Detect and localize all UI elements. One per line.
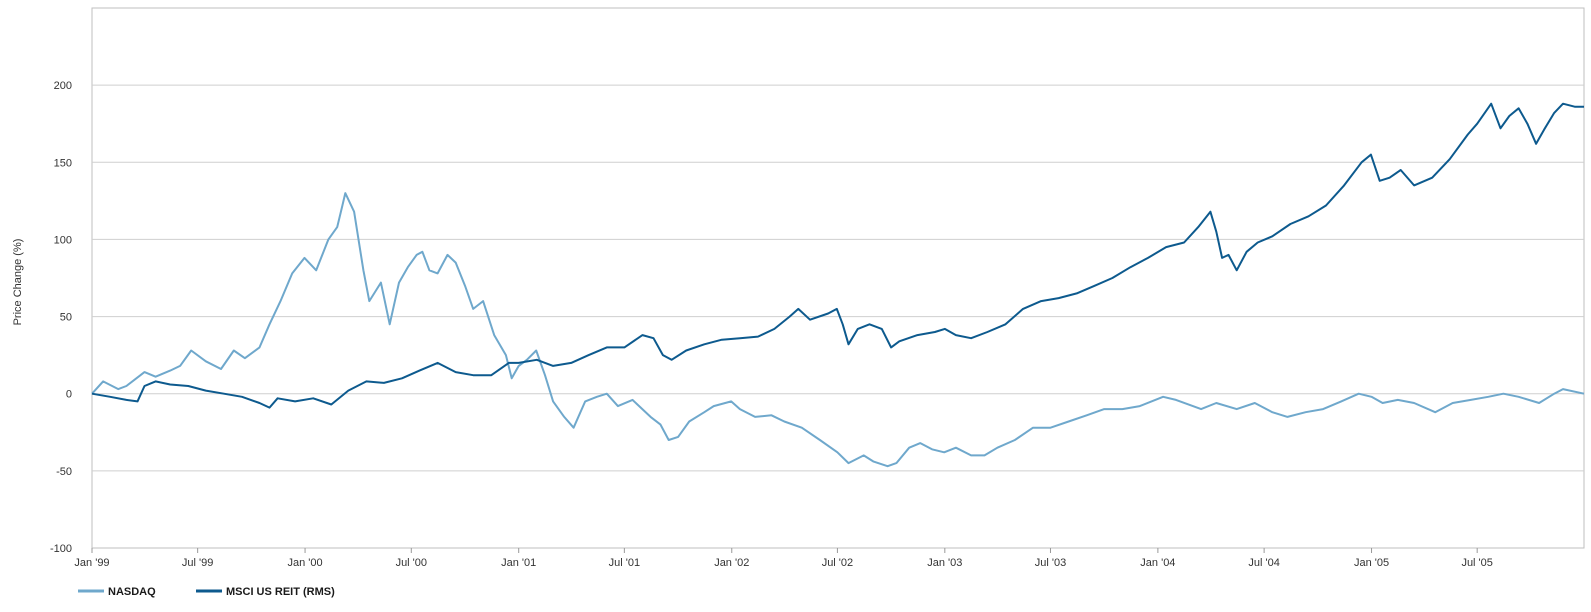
x-tick-label: Jul '03 [1035,557,1066,569]
x-tick-label: Jan '04 [1140,557,1175,569]
legend-label: NASDAQ [108,586,156,598]
y-tick-label: 200 [54,80,72,92]
y-tick-label: 150 [54,157,72,169]
x-tick-label: Jul '99 [182,557,213,569]
x-axis-ticks: Jan '99 Jul '99 Jan '00 Jul '00 Jan '01 Jul '… [74,548,1493,569]
series-line-nasdaq [91,192,1585,468]
x-tick-label: Jul '05 [1461,557,1492,569]
x-tick-label: Jan '02 [714,557,749,569]
plot-area-frame [91,7,1585,549]
series-lines [91,102,1585,468]
y-axis-ticks: -100 -50 0 50 100 150 200 [50,80,72,555]
gridlines [92,84,1584,472]
x-tick-label: Jul '02 [822,557,853,569]
x-tick-label: Jul '04 [1248,557,1279,569]
y-tick-label: 0 [66,389,72,401]
legend: NASDAQ MSCI US REIT (RMS) [78,586,335,598]
y-tick-label: -100 [50,543,72,555]
x-tick-label: Jul '00 [396,557,427,569]
x-tick-label: Jan '99 [74,557,109,569]
x-tick-label: Jan '03 [927,557,962,569]
y-tick-label: 50 [60,312,72,324]
series-line-msci-us-reit [91,102,1584,409]
x-tick-label: Jan '01 [501,557,536,569]
y-tick-label: 100 [54,234,72,246]
x-tick-label: Jan '00 [287,557,322,569]
x-tick-label: Jul '01 [609,557,640,569]
legend-label: MSCI US REIT (RMS) [226,586,335,598]
x-tick-label: Jan '05 [1354,557,1389,569]
y-tick-label: -50 [56,466,72,478]
y-axis-title: Price Change (%) [12,239,24,326]
